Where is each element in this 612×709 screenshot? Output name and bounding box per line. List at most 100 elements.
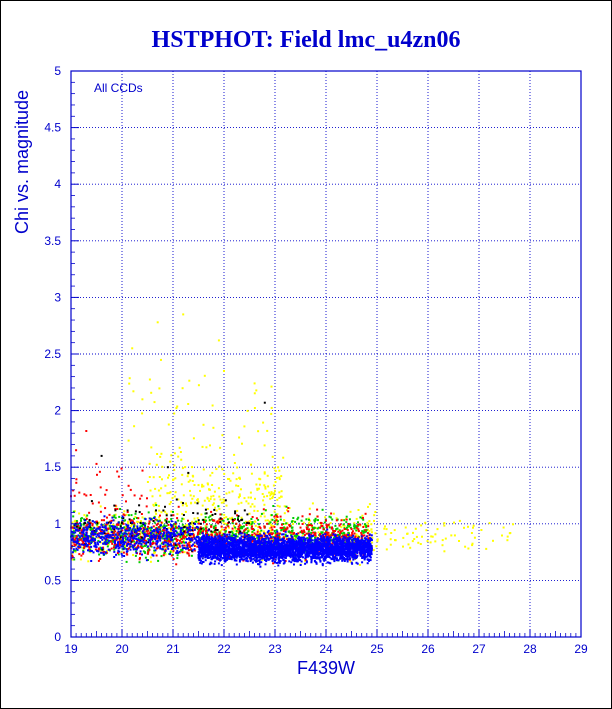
data-point <box>84 540 87 543</box>
data-point <box>208 563 211 566</box>
data-point <box>119 536 122 539</box>
data-point <box>204 559 207 562</box>
data-point <box>376 538 379 541</box>
data-point <box>214 528 217 531</box>
data-point <box>89 539 92 542</box>
data-point <box>310 546 313 549</box>
data-point <box>271 533 273 536</box>
data-point <box>194 523 197 525</box>
data-point <box>221 528 224 531</box>
data-point <box>278 478 281 481</box>
data-point <box>356 550 359 553</box>
data-point <box>177 527 180 530</box>
data-point <box>357 530 360 533</box>
data-point <box>321 531 324 534</box>
data-point <box>96 533 99 536</box>
data-point <box>255 483 258 486</box>
data-point <box>296 553 299 556</box>
data-point <box>202 527 205 530</box>
data-point <box>364 530 367 533</box>
data-point <box>155 540 158 543</box>
data-point <box>367 505 369 508</box>
data-point <box>139 497 142 500</box>
data-point <box>136 520 139 523</box>
data-point <box>213 508 216 511</box>
data-point <box>127 524 130 527</box>
data-point <box>121 515 124 518</box>
data-point <box>104 527 107 530</box>
data-point <box>368 533 371 536</box>
data-point <box>148 517 151 520</box>
data-point <box>224 560 227 563</box>
data-point <box>208 536 211 539</box>
data-point <box>278 496 281 499</box>
data-point <box>362 516 364 519</box>
data-point <box>355 533 358 536</box>
data-point <box>147 522 150 525</box>
data-point <box>209 538 211 541</box>
data-point <box>86 523 89 526</box>
data-point <box>85 539 88 542</box>
data-point <box>272 493 275 496</box>
data-point <box>181 504 184 507</box>
data-point <box>172 551 175 553</box>
data-point <box>122 547 125 550</box>
data-point <box>185 504 188 507</box>
data-point <box>78 538 81 541</box>
data-point <box>233 453 236 456</box>
data-point <box>126 544 128 547</box>
data-point <box>120 527 123 530</box>
data-point <box>223 537 226 540</box>
data-point <box>184 533 187 535</box>
data-point <box>322 554 325 557</box>
data-point <box>170 544 173 547</box>
data-point <box>160 487 163 490</box>
data-point <box>191 466 193 469</box>
data-point <box>296 544 298 547</box>
data-point <box>159 536 162 538</box>
data-point <box>307 540 310 543</box>
data-point <box>235 478 238 481</box>
data-point <box>191 497 194 500</box>
data-point <box>218 518 221 521</box>
data-point <box>103 550 106 553</box>
data-point <box>214 533 217 536</box>
data-point <box>276 521 279 524</box>
data-point <box>258 523 260 526</box>
data-point <box>125 513 128 516</box>
data-point <box>107 543 110 546</box>
data-point <box>79 558 82 561</box>
data-point <box>151 530 154 533</box>
data-point <box>238 537 241 540</box>
data-point <box>116 543 119 546</box>
data-point <box>329 542 332 545</box>
data-point <box>268 527 271 530</box>
data-point <box>246 409 249 412</box>
data-point <box>105 528 108 531</box>
data-point <box>95 535 98 538</box>
data-point <box>349 523 352 526</box>
data-point <box>148 527 151 530</box>
data-point <box>182 540 185 543</box>
data-point <box>244 528 247 531</box>
data-point <box>128 547 131 550</box>
data-point <box>161 537 164 540</box>
data-point <box>367 525 370 528</box>
data-point <box>220 513 223 516</box>
data-point <box>179 531 182 534</box>
data-point <box>172 531 175 534</box>
data-point <box>117 521 120 524</box>
data-point <box>144 518 147 521</box>
data-point <box>176 531 178 534</box>
data-point <box>272 484 275 487</box>
data-point <box>123 510 126 513</box>
data-point <box>188 537 190 540</box>
data-point <box>158 537 161 540</box>
data-point <box>310 559 313 562</box>
data-point <box>314 526 317 529</box>
data-point <box>208 488 211 491</box>
data-point <box>263 532 265 535</box>
data-point <box>268 534 271 537</box>
data-point <box>231 534 234 537</box>
data-point <box>363 524 366 527</box>
